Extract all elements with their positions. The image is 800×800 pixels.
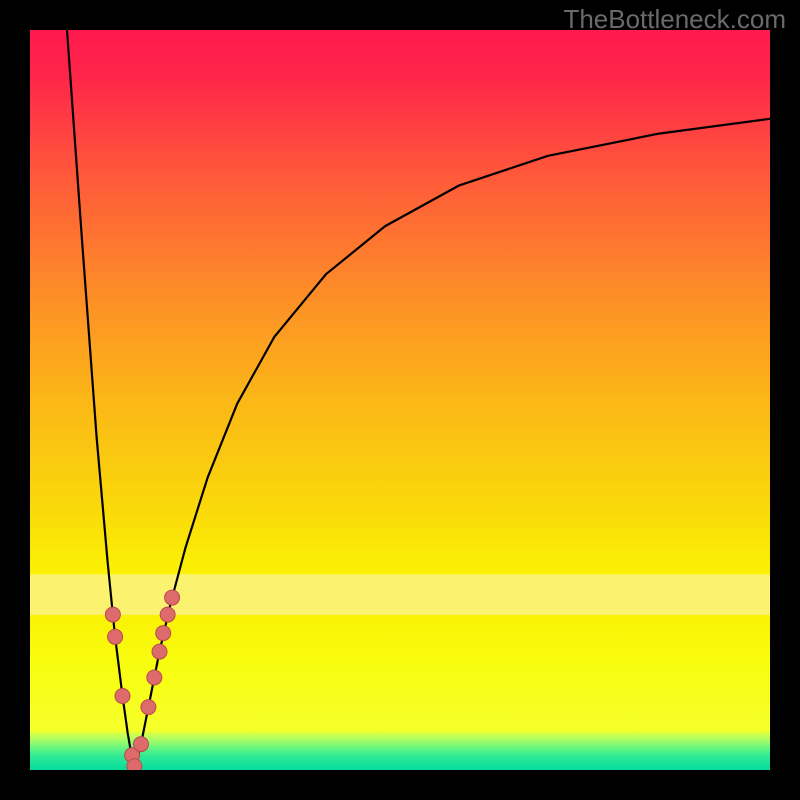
data-marker: [160, 607, 175, 622]
data-marker: [115, 689, 130, 704]
plot-area: [30, 30, 770, 770]
data-marker: [127, 759, 142, 770]
chart-frame: TheBottleneck.com: [0, 0, 800, 800]
data-marker: [152, 644, 167, 659]
data-marker: [165, 590, 180, 605]
data-marker: [134, 737, 149, 752]
data-marker: [105, 607, 120, 622]
plot-svg: [30, 30, 770, 770]
data-marker: [147, 670, 162, 685]
data-marker: [156, 626, 171, 641]
gradient-background: [30, 30, 770, 770]
watermark-text: TheBottleneck.com: [563, 4, 786, 35]
data-marker: [108, 629, 123, 644]
data-marker: [141, 700, 156, 715]
